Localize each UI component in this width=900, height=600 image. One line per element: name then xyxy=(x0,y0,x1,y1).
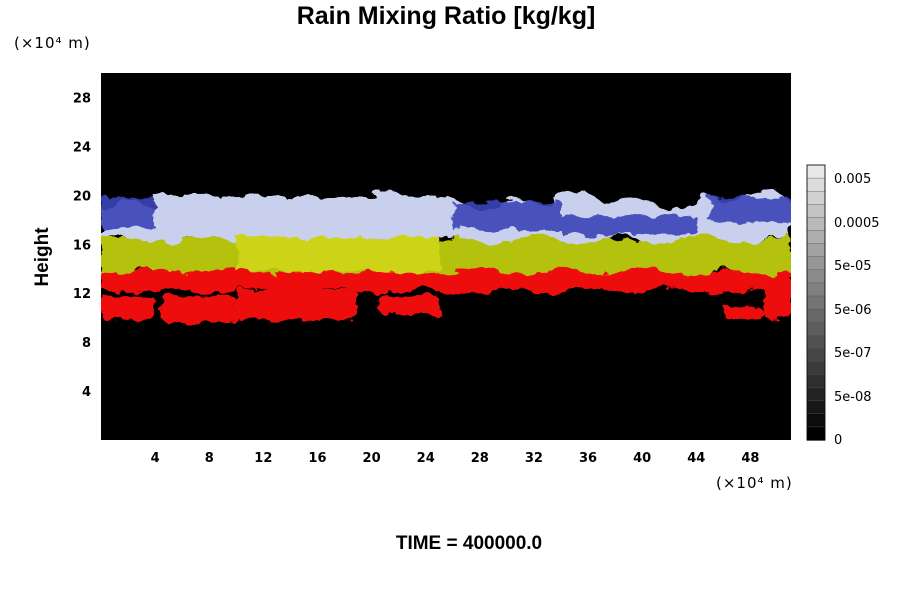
y-tick-label: 12 xyxy=(73,287,91,302)
y-ticks: 4 8 12 16 20 24 28 xyxy=(73,91,91,400)
colorbar-label: 0.005 xyxy=(834,172,871,187)
time-label: TIME = 400000.0 xyxy=(396,533,542,554)
x-tick-label: 12 xyxy=(254,451,272,466)
colorbar-label: 0 xyxy=(834,433,842,448)
colorbar-swatch xyxy=(806,348,826,363)
x-tick-label: 48 xyxy=(741,451,759,466)
x-tick-label: 20 xyxy=(363,451,381,466)
x-tick-label: 4 xyxy=(151,451,160,466)
colorbar-label: 5e-06 xyxy=(834,303,872,318)
colorbar-swatch xyxy=(806,230,826,245)
field-layer-blue xyxy=(101,197,791,235)
y-tick-label: 8 xyxy=(82,336,91,351)
colorbar-swatch xyxy=(806,282,826,297)
colorbar-label: 5e-08 xyxy=(834,390,872,405)
colorbar-swatch xyxy=(806,177,826,192)
y-tick-label: 28 xyxy=(73,91,91,106)
colorbar-swatch xyxy=(806,387,826,402)
x-tick-label: 8 xyxy=(205,451,214,466)
colorbar-swatch xyxy=(806,308,826,323)
colorbar-swatch xyxy=(806,269,826,284)
y-tick-label: 4 xyxy=(82,385,91,400)
y-tick-label: 20 xyxy=(73,189,91,204)
x-ticks: 4 8 12 16 20 24 28 32 36 40 44 48 xyxy=(151,451,760,466)
chart-title: Rain Mixing Ratio [kg/kg] xyxy=(297,2,596,30)
x-tick-label: 28 xyxy=(471,451,489,466)
colorbar-swatch xyxy=(806,361,826,376)
colorbar: 0.005 0.0005 5e-05 5e-06 5e-07 5e-08 0 xyxy=(806,164,880,448)
field-layer-core xyxy=(236,236,440,272)
field-layer-light xyxy=(155,196,453,237)
y-unit-label: (×10⁴ m) xyxy=(14,34,91,52)
colorbar-label: 0.0005 xyxy=(834,216,880,231)
colorbar-swatch xyxy=(806,374,826,389)
x-tick-label: 40 xyxy=(633,451,651,466)
colorbar-swatch xyxy=(806,204,826,219)
colorbar-swatch xyxy=(806,400,826,415)
colorbar-swatch xyxy=(806,321,826,336)
colorbar-frame xyxy=(806,164,826,441)
colorbar-swatch xyxy=(806,256,826,271)
colorbar-swatch xyxy=(806,426,826,441)
x-tick-label: 36 xyxy=(579,451,597,466)
x-tick-label: 32 xyxy=(525,451,543,466)
y-tick-label: 16 xyxy=(73,238,91,253)
colorbar-swatch xyxy=(806,190,826,205)
colorbar-label: 5e-07 xyxy=(834,346,872,361)
x-unit-label: (×10⁴ m) xyxy=(716,474,793,492)
colorbar-swatch xyxy=(806,217,826,232)
colorbar-swatch xyxy=(806,413,826,428)
rain-field xyxy=(101,189,791,323)
x-tick-label: 44 xyxy=(687,451,705,466)
x-tick-label: 16 xyxy=(308,451,326,466)
colorbar-label: 5e-05 xyxy=(834,259,872,274)
colorbar-swatch xyxy=(806,243,826,258)
colorbar-swatch xyxy=(806,295,826,310)
colorbar-swatch xyxy=(806,335,826,350)
y-tick-label: 24 xyxy=(73,140,91,155)
x-tick-label: 24 xyxy=(417,451,435,466)
y-axis-label: Height xyxy=(32,227,53,287)
colorbar-swatch xyxy=(806,164,826,179)
field-layer-blobs xyxy=(101,278,791,323)
